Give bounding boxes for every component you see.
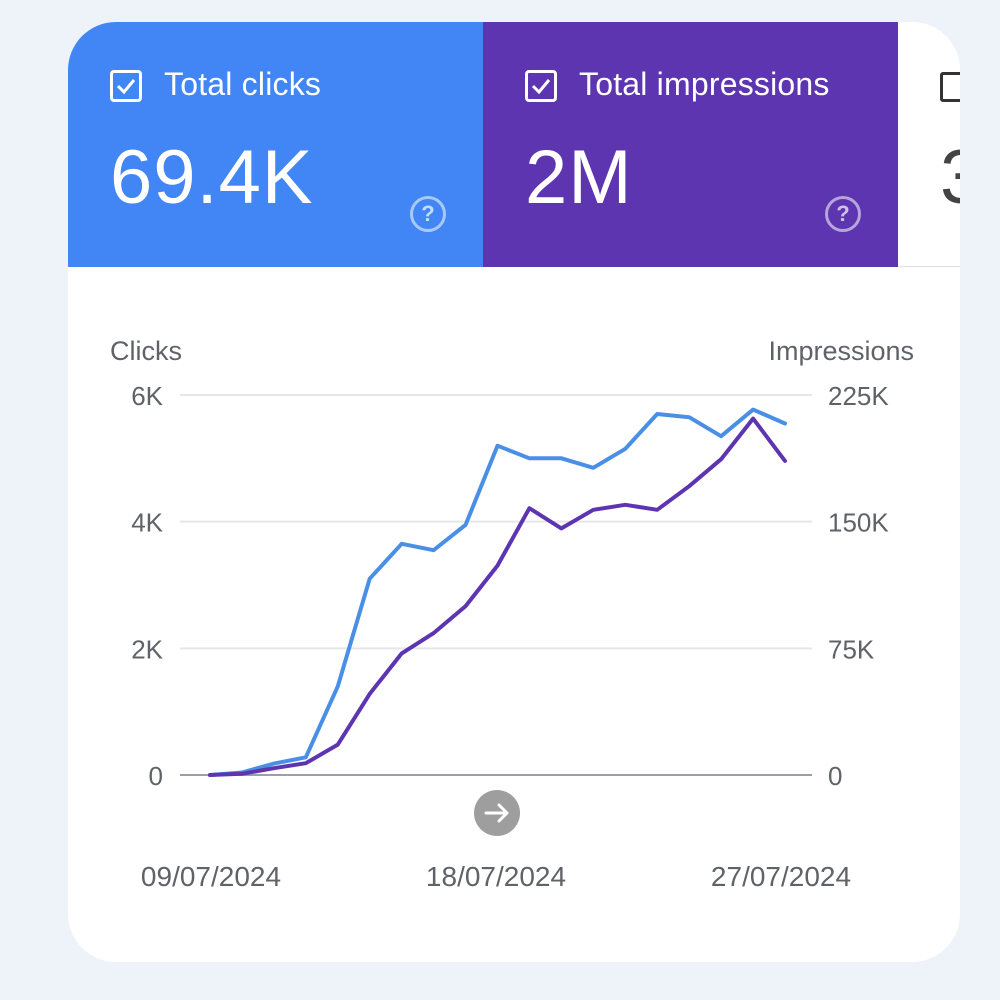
right-tick-label: 75K [828,634,875,664]
total-clicks-value: 69.4K [110,135,314,220]
total-impressions-label: Total impressions [579,66,830,102]
total-clicks-tile[interactable]: Total clicks 69.4K ? [68,22,483,267]
check-icon [531,79,551,95]
left-axis-title: Clicks [110,336,182,366]
arrow-right-icon [484,803,509,823]
left-tick-label: 0 [149,761,163,791]
left-tick-label: 2K [131,634,163,664]
help-icon[interactable]: ? [825,196,861,232]
series-line-impressions [208,416,787,777]
left-tick-label: 6K [131,381,163,411]
total-clicks-label: Total clicks [164,66,322,102]
right-tick-label: 0 [828,761,842,791]
total-impressions-value: 2M [525,135,633,220]
third-metric-value: 3 [940,134,960,221]
x-tick-label: 18/07/2024 [426,861,566,892]
third-metric-tile[interactable]: 3 [898,22,960,267]
help-icon[interactable]: ? [410,196,446,232]
right-axis-title: Impressions [768,336,914,366]
series-line-clicks [208,407,787,777]
total-impressions-tile[interactable]: Total impressions 2M ? [483,22,898,267]
check-icon [116,79,136,95]
third-metric-checkbox[interactable] [940,72,960,102]
x-tick-label: 09/07/2024 [141,861,281,892]
right-tick-label: 150K [828,508,889,538]
right-tick-label: 225K [828,381,889,411]
x-tick-label: 27/07/2024 [711,861,851,892]
left-tick-label: 4K [131,508,163,538]
total-clicks-checkbox[interactable] [110,70,142,102]
total-impressions-checkbox[interactable] [525,70,557,102]
